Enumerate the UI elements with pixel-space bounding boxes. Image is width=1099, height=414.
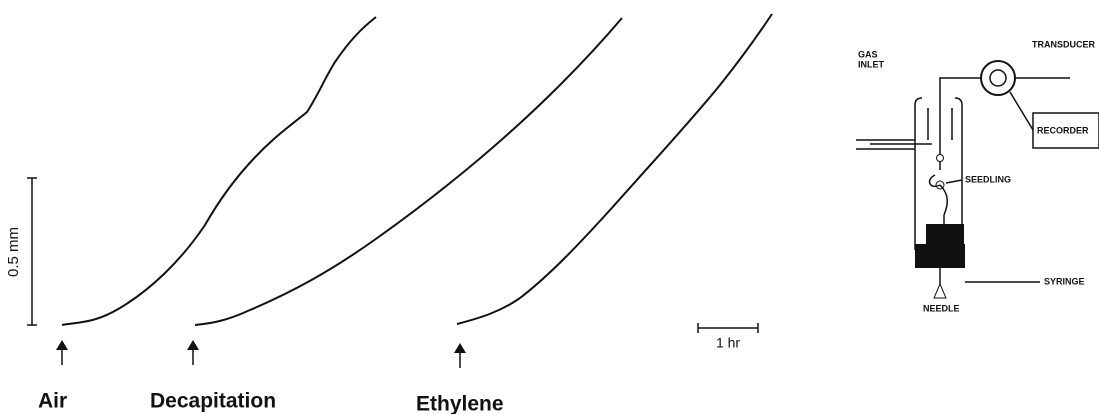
horizontal-scale-label: 1 hr [716,335,740,351]
growth-curve-decapitation [194,17,623,326]
treatment-label: Decapitation [150,390,276,413]
apparatus-label: INLET [858,59,885,69]
apparatus-label: NEEDLE [923,303,960,313]
apparatus-label: GAS [858,49,878,59]
arrow-decapitation [187,340,199,365]
arrow-air [56,340,68,365]
treatment-label: Air [38,390,67,413]
vertical-scale-bar [27,177,37,326]
horizontal-scale-bar [697,323,759,333]
apparatus-label: RECORDER [1037,125,1089,135]
apparatus [856,60,1099,299]
apparatus-label: SYRINGE [1044,276,1085,286]
apparatus-label: TRANSDUCER [1032,39,1096,49]
vertical-scale-label: 0.5 mm [5,227,22,277]
apparatus-label: SEEDLING [965,174,1011,184]
arrow-ethylene [454,343,466,368]
growth-curve-air [61,16,377,326]
treatment-label: Ethylene [416,393,504,414]
growth-curve-ethylene [456,13,773,325]
